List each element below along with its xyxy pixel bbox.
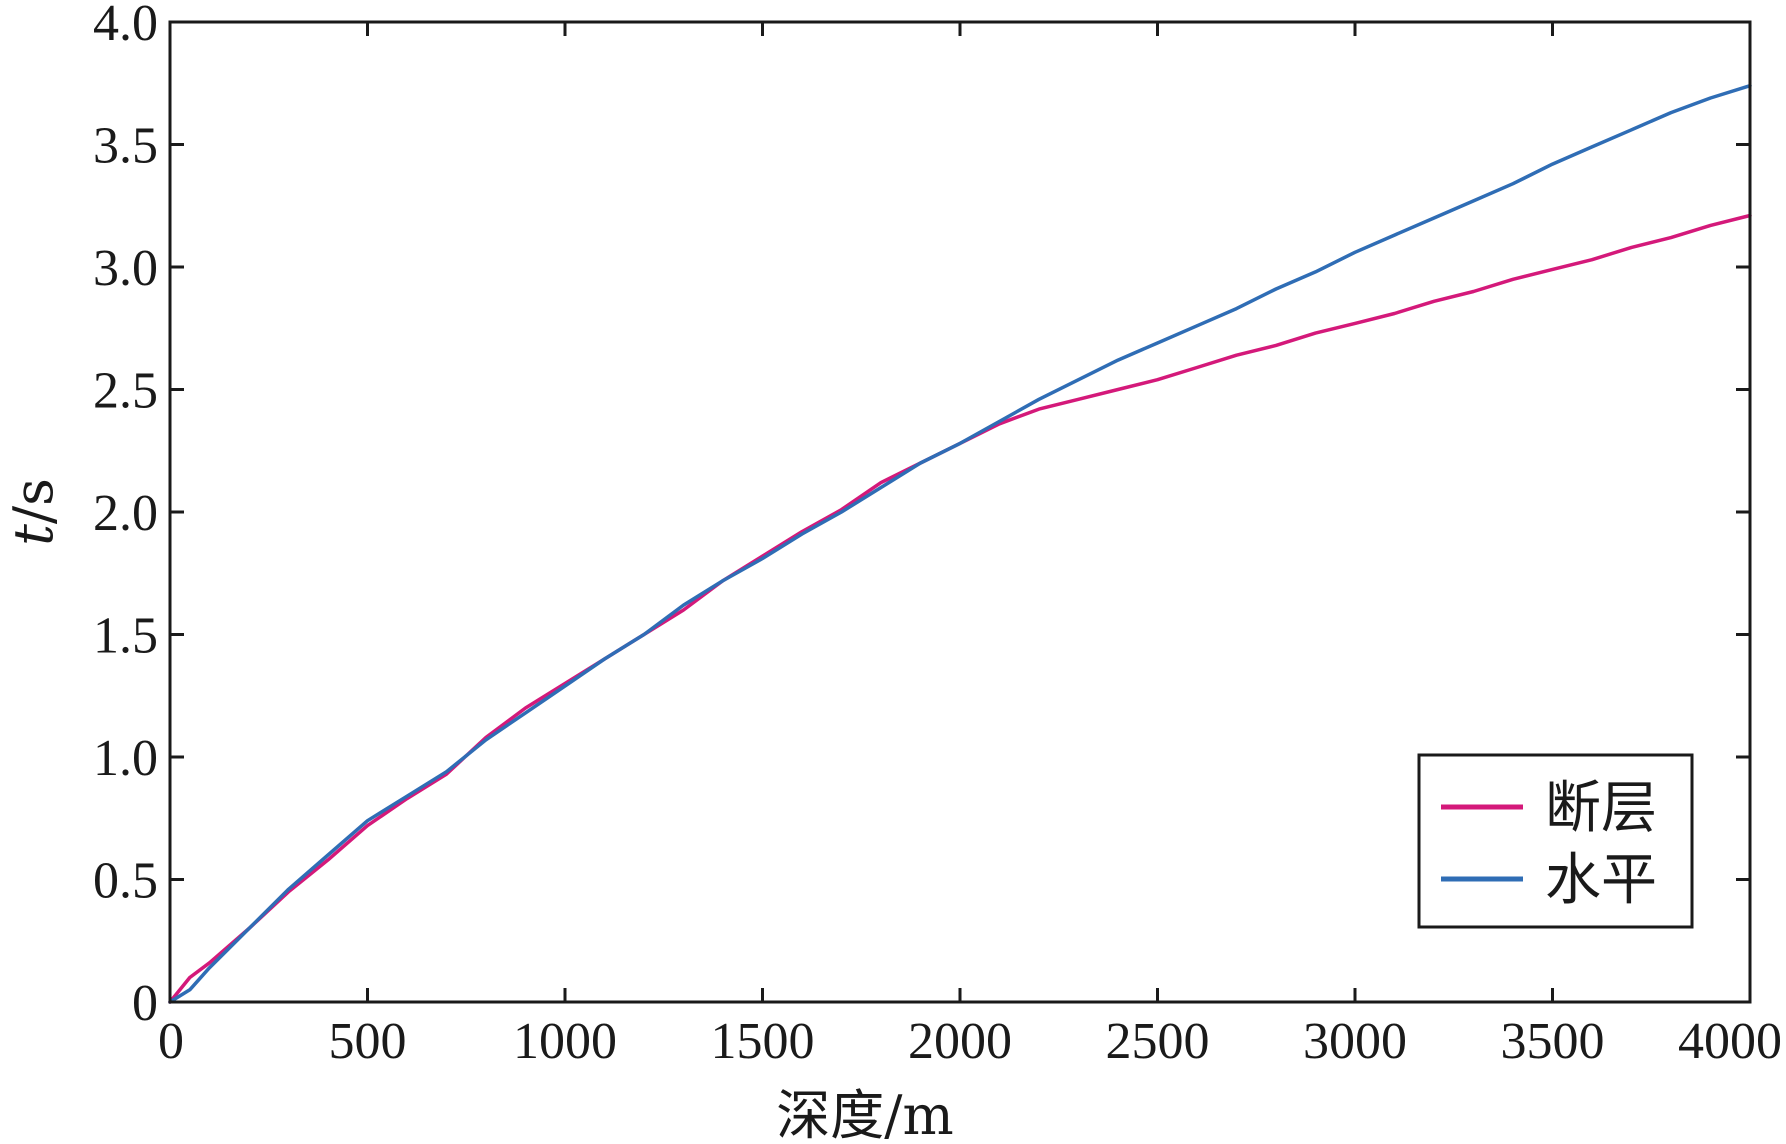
x-tick-label-0: 0 (158, 1013, 184, 1070)
y-tick-label-8: 4.0 (93, 0, 158, 52)
ticks-layer (168, 20, 1752, 1004)
y-tick-label-0: 0 (132, 975, 158, 1032)
y-tick-label-5: 2.5 (93, 363, 158, 420)
x-tick-label-6: 3000 (1303, 1013, 1407, 1070)
y-tick-label-1: 0.5 (93, 853, 158, 910)
y-tick-label-3: 1.5 (93, 608, 158, 665)
x-tick-label-4: 2000 (908, 1013, 1012, 1070)
x-tick-label-1: 500 (329, 1013, 407, 1070)
y-tick-label-6: 3.0 (93, 240, 158, 297)
legend-box (1417, 753, 1694, 929)
x-tick-label-8: 4000 (1678, 1013, 1782, 1070)
series-line-1 (168, 83, 1752, 1004)
x-tick-label-3: 1500 (711, 1013, 815, 1070)
x-axis-title: 深度/m (776, 1084, 953, 1144)
legend: 断层 水平 (1417, 753, 1694, 929)
x-tick-label-5: 2500 (1106, 1013, 1210, 1070)
legend-label-horizontal: 水平 (1545, 848, 1657, 913)
x-tick-label-7: 3500 (1501, 1013, 1605, 1070)
x-tick-label-2: 1000 (513, 1013, 617, 1070)
series-layer (168, 83, 1752, 1004)
y-axis-title-unit: /s (2, 478, 65, 524)
legend-label-fault: 断层 (1545, 776, 1657, 841)
y-tick-label-4: 2.0 (93, 485, 158, 542)
y-axis-title-italic: t (2, 524, 65, 546)
y-tick-label-2: 1.0 (93, 730, 158, 787)
tick-labels-layer: 0 500 1000 1500 2000 2500 3000 3500 4000 0 0.5 1.0 1… (93, 0, 1782, 1070)
y-tick-label-7: 3.5 (93, 118, 158, 175)
y-axis-title: t/s (2, 478, 65, 546)
